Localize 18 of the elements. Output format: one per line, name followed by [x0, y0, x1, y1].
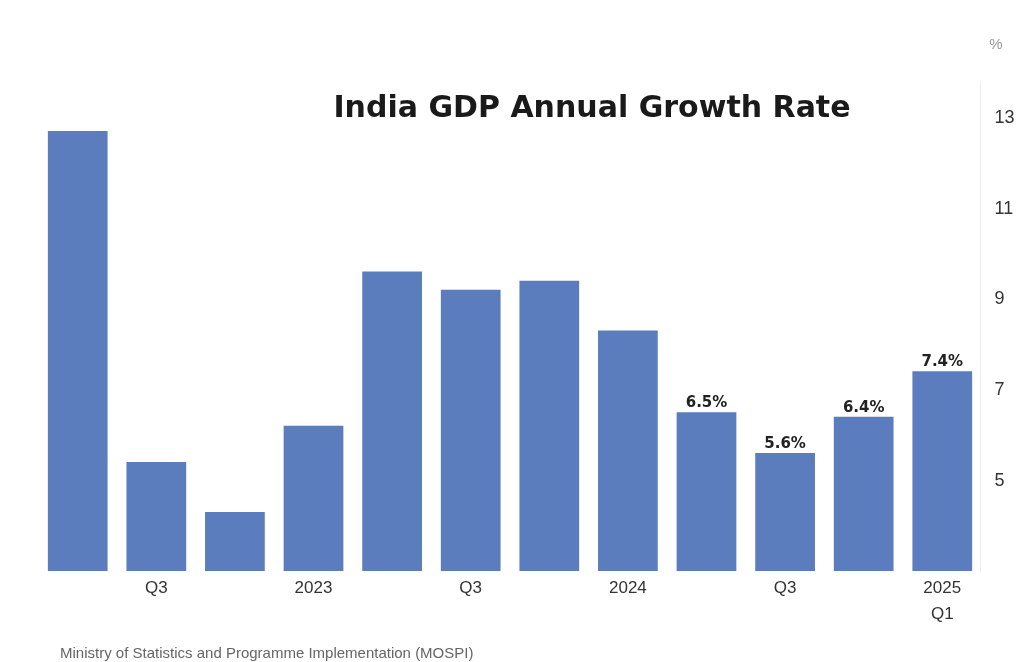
text: Ministry of Statistics and Programme Implementation (MOSPI)	[60, 644, 474, 661]
x-tick-label: Q3	[459, 577, 483, 597]
y-tick-label: 5	[994, 469, 1005, 490]
x-tick-label: Q3	[144, 577, 168, 597]
chart-title: India GDP Annual Growth Rate	[333, 89, 851, 124]
y-tick-label: 13	[994, 106, 1015, 127]
data-label: 7.4%	[921, 352, 964, 371]
x-tick-label: 2023	[294, 577, 333, 597]
y-tick-label: 7	[994, 379, 1005, 400]
y-tick-label: 11	[994, 197, 1014, 218]
y-tick-label: 9	[994, 288, 1005, 309]
x-tick-label: 2024	[608, 577, 647, 597]
data-label: 5.6%	[764, 434, 806, 453]
y-axis-title: %	[989, 34, 1003, 52]
data-label: 6.5%	[685, 393, 728, 412]
data-label: 6.4%	[842, 397, 885, 416]
x-tick-label: Q3	[773, 577, 797, 597]
x-tick-label: 2025 Q1	[923, 577, 962, 623]
